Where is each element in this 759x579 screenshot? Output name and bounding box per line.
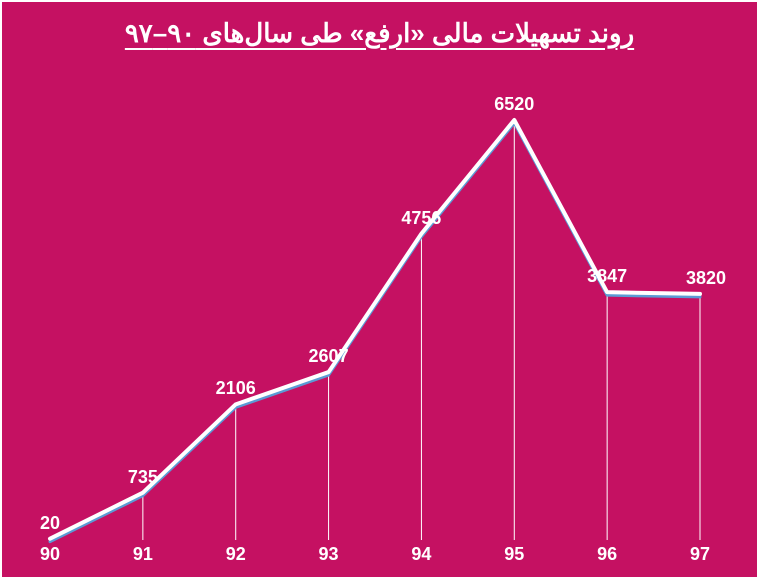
x-axis-label: 92 xyxy=(226,544,246,565)
line-chart xyxy=(0,0,759,579)
x-axis-label: 95 xyxy=(504,544,524,565)
x-axis-label: 91 xyxy=(133,544,153,565)
value-label: 3847 xyxy=(587,266,627,287)
value-label: 735 xyxy=(128,467,158,488)
value-label: 20 xyxy=(40,513,60,534)
x-axis-label: 94 xyxy=(411,544,431,565)
x-axis-label: 93 xyxy=(319,544,339,565)
x-axis-label: 90 xyxy=(40,544,60,565)
x-axis-label: 97 xyxy=(690,544,710,565)
value-label: 2607 xyxy=(309,346,349,367)
value-label: 3820 xyxy=(686,268,726,289)
value-label: 4756 xyxy=(401,208,441,229)
value-label: 6520 xyxy=(494,94,534,115)
value-label: 2106 xyxy=(216,378,256,399)
x-axis-label: 96 xyxy=(597,544,617,565)
